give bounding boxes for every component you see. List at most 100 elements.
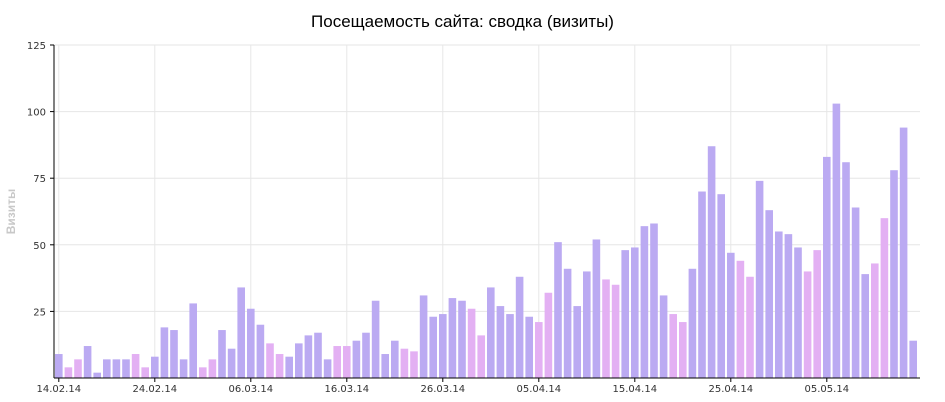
bar-weekday (861, 274, 869, 378)
x-tick-label: 14.02.14 (37, 384, 82, 395)
bar-weekday (899, 127, 908, 378)
x-tick-label: 06.03.14 (229, 384, 274, 395)
bar-weekend (467, 308, 476, 378)
bar-weekday (295, 343, 303, 378)
bar-weekend (208, 359, 217, 378)
y-tick-label: 50 (33, 241, 46, 252)
bar-weekday (83, 346, 92, 378)
x-tick-label: 05.04.14 (517, 384, 562, 395)
bar-weekend (64, 367, 73, 378)
bar-weekend (410, 351, 418, 378)
bar-weekday (707, 146, 716, 378)
bar-weekday (909, 340, 917, 378)
bar-weekday (525, 316, 533, 378)
bar-weekday (93, 372, 101, 378)
bar-weekday (170, 330, 178, 378)
bar-weekday (631, 247, 639, 378)
bar-weekday (439, 314, 447, 378)
bar-weekend (880, 218, 889, 378)
bar-weekend (333, 346, 341, 378)
bar-weekday (563, 268, 572, 378)
bar-weekday (458, 300, 466, 378)
x-tick-label: 05.05.14 (805, 384, 850, 395)
bar-weekday (151, 356, 159, 378)
bar-weekday (727, 252, 735, 378)
bar-weekday (237, 287, 245, 378)
bar-weekday (640, 226, 649, 378)
bar-weekday (592, 239, 601, 378)
bar-weekday (448, 298, 457, 378)
bar-weekday (784, 234, 793, 378)
x-tick-label: 15.04.14 (613, 384, 658, 395)
x-tick-label: 25.04.14 (709, 384, 754, 395)
bar-weekend (535, 322, 543, 378)
bar-weekday (218, 330, 226, 378)
bar-weekday (112, 359, 121, 378)
bar-weekday (554, 242, 562, 378)
bar-weekday (247, 308, 255, 378)
bar-weekday (189, 303, 197, 378)
bar-weekend (131, 354, 140, 378)
bar-weekday (650, 223, 658, 378)
bar-weekend (266, 343, 274, 378)
bar-weekday (304, 335, 313, 378)
bar-weekday (823, 156, 831, 378)
bar-weekend (679, 322, 687, 378)
bar-weekday (755, 180, 764, 378)
bar-weekday (794, 247, 802, 378)
bar-weekday (323, 359, 332, 378)
y-axis-title: Визиты (4, 189, 18, 235)
x-tick-label: 24.02.14 (133, 384, 178, 395)
bar-weekday (842, 162, 850, 378)
bar-weekend (477, 335, 485, 378)
bar-weekend (611, 284, 620, 378)
bar-weekday (775, 231, 783, 378)
bar-weekday (352, 340, 361, 378)
bar-weekday (698, 191, 706, 378)
bar-weekend (74, 359, 82, 378)
bar-weekday (688, 268, 697, 378)
bar-weekend (400, 348, 409, 378)
bar-weekday (419, 295, 428, 378)
bar-weekend (871, 263, 879, 378)
bar-weekend (746, 276, 754, 378)
x-tick-label: 16.03.14 (325, 384, 370, 395)
bar-weekend (736, 260, 745, 378)
bar-weekday (717, 194, 725, 378)
bar-weekday (256, 324, 265, 378)
bar-weekday (381, 354, 389, 378)
bar-weekday (832, 103, 841, 379)
bar-weekday (487, 287, 495, 378)
bar-weekday (506, 314, 514, 378)
bar-weekday (179, 359, 188, 378)
bar-weekday (314, 332, 322, 378)
x-tick-label: 26.03.14 (421, 384, 466, 395)
bar-weekend (199, 367, 207, 378)
bar-weekday (55, 354, 63, 378)
bar-weekend (803, 271, 812, 378)
bar-weekday (851, 207, 860, 378)
bar-weekday (429, 316, 437, 378)
bar-weekend (544, 292, 553, 378)
bar-weekend (343, 346, 351, 378)
bar-weekday (496, 306, 505, 378)
bar-weekday (659, 295, 668, 378)
bar-weekday (391, 340, 399, 378)
bar-weekday (765, 210, 773, 378)
bar-weekday (285, 356, 293, 378)
bar-weekday (371, 300, 380, 378)
y-tick-label: 25 (33, 307, 46, 318)
bar-weekday (573, 306, 581, 378)
bar-weekday (227, 348, 236, 378)
y-tick-label: 100 (27, 108, 46, 119)
bar-weekday (160, 327, 169, 378)
y-tick-label: 75 (33, 174, 46, 185)
bar-weekend (669, 314, 677, 378)
bar-weekend (275, 354, 284, 378)
bar-weekday (515, 276, 524, 378)
bar-weekday (621, 250, 629, 378)
bar-weekday (362, 332, 370, 378)
bar-weekday (122, 359, 130, 378)
chart-title: Посещаемость сайта: сводка (визиты) (311, 12, 614, 31)
